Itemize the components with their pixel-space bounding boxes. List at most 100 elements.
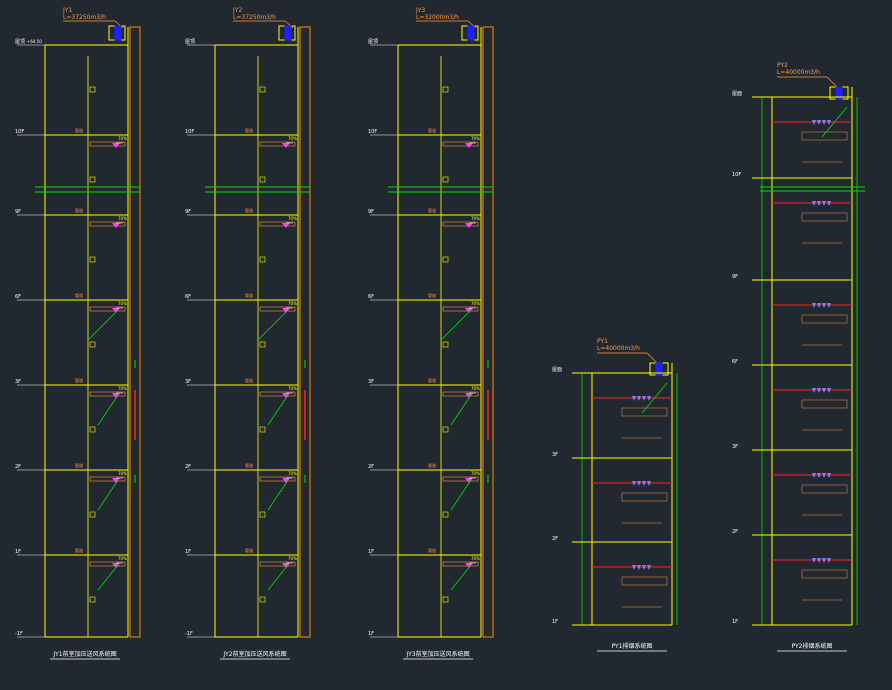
exhaust-grille-icon	[817, 558, 821, 563]
damper-tag	[259, 561, 296, 567]
vent-ratio-label: 70%	[471, 471, 480, 476]
leader-line	[467, 20, 477, 29]
floor-label: 6F	[15, 294, 21, 300]
damper-tag	[89, 391, 126, 397]
floor-label: 6F	[185, 294, 191, 300]
floor-label: 1F	[552, 619, 558, 625]
vent-ratio-label: 70%	[118, 471, 127, 476]
exhaust-note-tag	[801, 212, 848, 222]
shaft-label: 管道	[75, 292, 83, 298]
damper-tag	[89, 141, 126, 147]
vent-ratio-label: 70%	[118, 386, 127, 391]
floor-label: 1F	[15, 549, 21, 555]
floor-label: 2F	[368, 464, 374, 470]
floor-label: 1F	[368, 549, 374, 555]
floor-marker	[259, 256, 266, 263]
supply-vent-icon	[282, 478, 290, 483]
floor-marker	[89, 86, 96, 93]
floor-label: -1F	[185, 631, 193, 637]
floor-label: 2F	[732, 529, 738, 535]
supply-vent-icon	[112, 223, 120, 228]
floor-label: 屋面	[552, 367, 562, 373]
exhaust-fan-icon	[655, 362, 663, 376]
system-title: PY1排烟系统图	[612, 642, 653, 650]
floor-label: 9F	[732, 274, 738, 280]
annotation-leader	[267, 394, 289, 426]
supply-duct-riser	[482, 26, 494, 638]
shaft-label: 管道	[75, 127, 83, 133]
leader-line	[284, 20, 294, 29]
shaft-label: 管道	[245, 292, 253, 298]
roof-fan-icon	[114, 25, 122, 41]
floor-label: 3F	[732, 444, 738, 450]
supply-vent-icon	[282, 223, 290, 228]
supply-vent-icon	[112, 393, 120, 398]
shaft-label: 管道	[428, 292, 436, 298]
floor-label: 2F	[185, 464, 191, 470]
supply-vent-icon	[282, 393, 290, 398]
vent-ratio-label: 70%	[288, 386, 297, 391]
annotation-leader	[267, 479, 289, 511]
exhaust-grille-icon	[827, 473, 831, 478]
floor-marker	[442, 596, 449, 603]
floor-label: 6F	[368, 294, 374, 300]
system-title: JY2前室加压送风系统图	[222, 650, 286, 658]
annotation-leader	[821, 106, 848, 138]
exhaust-grille-icon	[827, 303, 831, 308]
floor-marker	[89, 176, 96, 183]
floor-label: 屋面	[732, 91, 742, 97]
annotation-leader	[257, 309, 289, 341]
damper-tag	[89, 476, 126, 482]
system-title: PY2排烟系统图	[792, 642, 833, 650]
floor-label: 屋顶	[368, 39, 378, 45]
floor-label: 屋顶	[15, 39, 25, 45]
damper-tag	[89, 561, 126, 567]
shaft-label: 管道	[245, 377, 253, 383]
floor-label: 3F	[552, 452, 558, 458]
supply-vent-icon	[465, 223, 473, 228]
supply-vent-icon	[465, 393, 473, 398]
exhaust-note-tag	[621, 492, 668, 502]
shaft-label: 管道	[75, 207, 83, 213]
floor-label: 9F	[368, 209, 374, 215]
exhaust-grille-icon	[647, 565, 651, 570]
floor-marker	[89, 341, 96, 348]
system-tag: PY1	[597, 338, 608, 345]
floor-marker	[259, 426, 266, 433]
supply-vent-icon	[282, 563, 290, 568]
floor-label: 2F	[15, 464, 21, 470]
system-flow: L=40000m3/h	[777, 69, 820, 76]
damper-tag	[259, 391, 296, 397]
exhaust-grille-icon	[822, 473, 826, 478]
floor-label: 10F	[185, 129, 194, 135]
floor-label: 2F	[552, 536, 558, 542]
exhaust-grille-icon	[812, 473, 816, 478]
damper-tag	[442, 141, 479, 147]
exhaust-grille-icon	[637, 396, 641, 401]
exhaust-grille-icon	[637, 481, 641, 486]
exhaust-grille-icon	[642, 565, 646, 570]
exhaust-note-tag	[801, 399, 848, 409]
supply-vent-icon	[112, 563, 120, 568]
supply-duct-riser	[129, 26, 141, 638]
system-title: JY1前室加压送风系统图	[52, 650, 116, 658]
floor-label: 9F	[185, 209, 191, 215]
exhaust-grille-icon	[817, 120, 821, 125]
shaft-label: 管道	[428, 462, 436, 468]
exhaust-note-tag	[801, 569, 848, 579]
system-title: JY3前室加压送风系统图	[405, 650, 469, 658]
annotation-leader	[450, 479, 472, 511]
annotation-leader	[450, 394, 472, 426]
exhaust-grille-icon	[637, 565, 641, 570]
supply-vent-icon	[282, 143, 290, 148]
leader-line	[646, 352, 658, 364]
vent-ratio-label: 70%	[288, 136, 297, 141]
exhaust-grille-icon	[817, 303, 821, 308]
system-flow: L=37250m3/h	[63, 14, 106, 21]
floor-marker	[89, 426, 96, 433]
floor-label: 6F	[732, 359, 738, 365]
floor-marker	[89, 596, 96, 603]
exhaust-grille-icon	[642, 481, 646, 486]
annotation-leader	[450, 564, 472, 591]
floor-label: 10F	[15, 129, 24, 135]
